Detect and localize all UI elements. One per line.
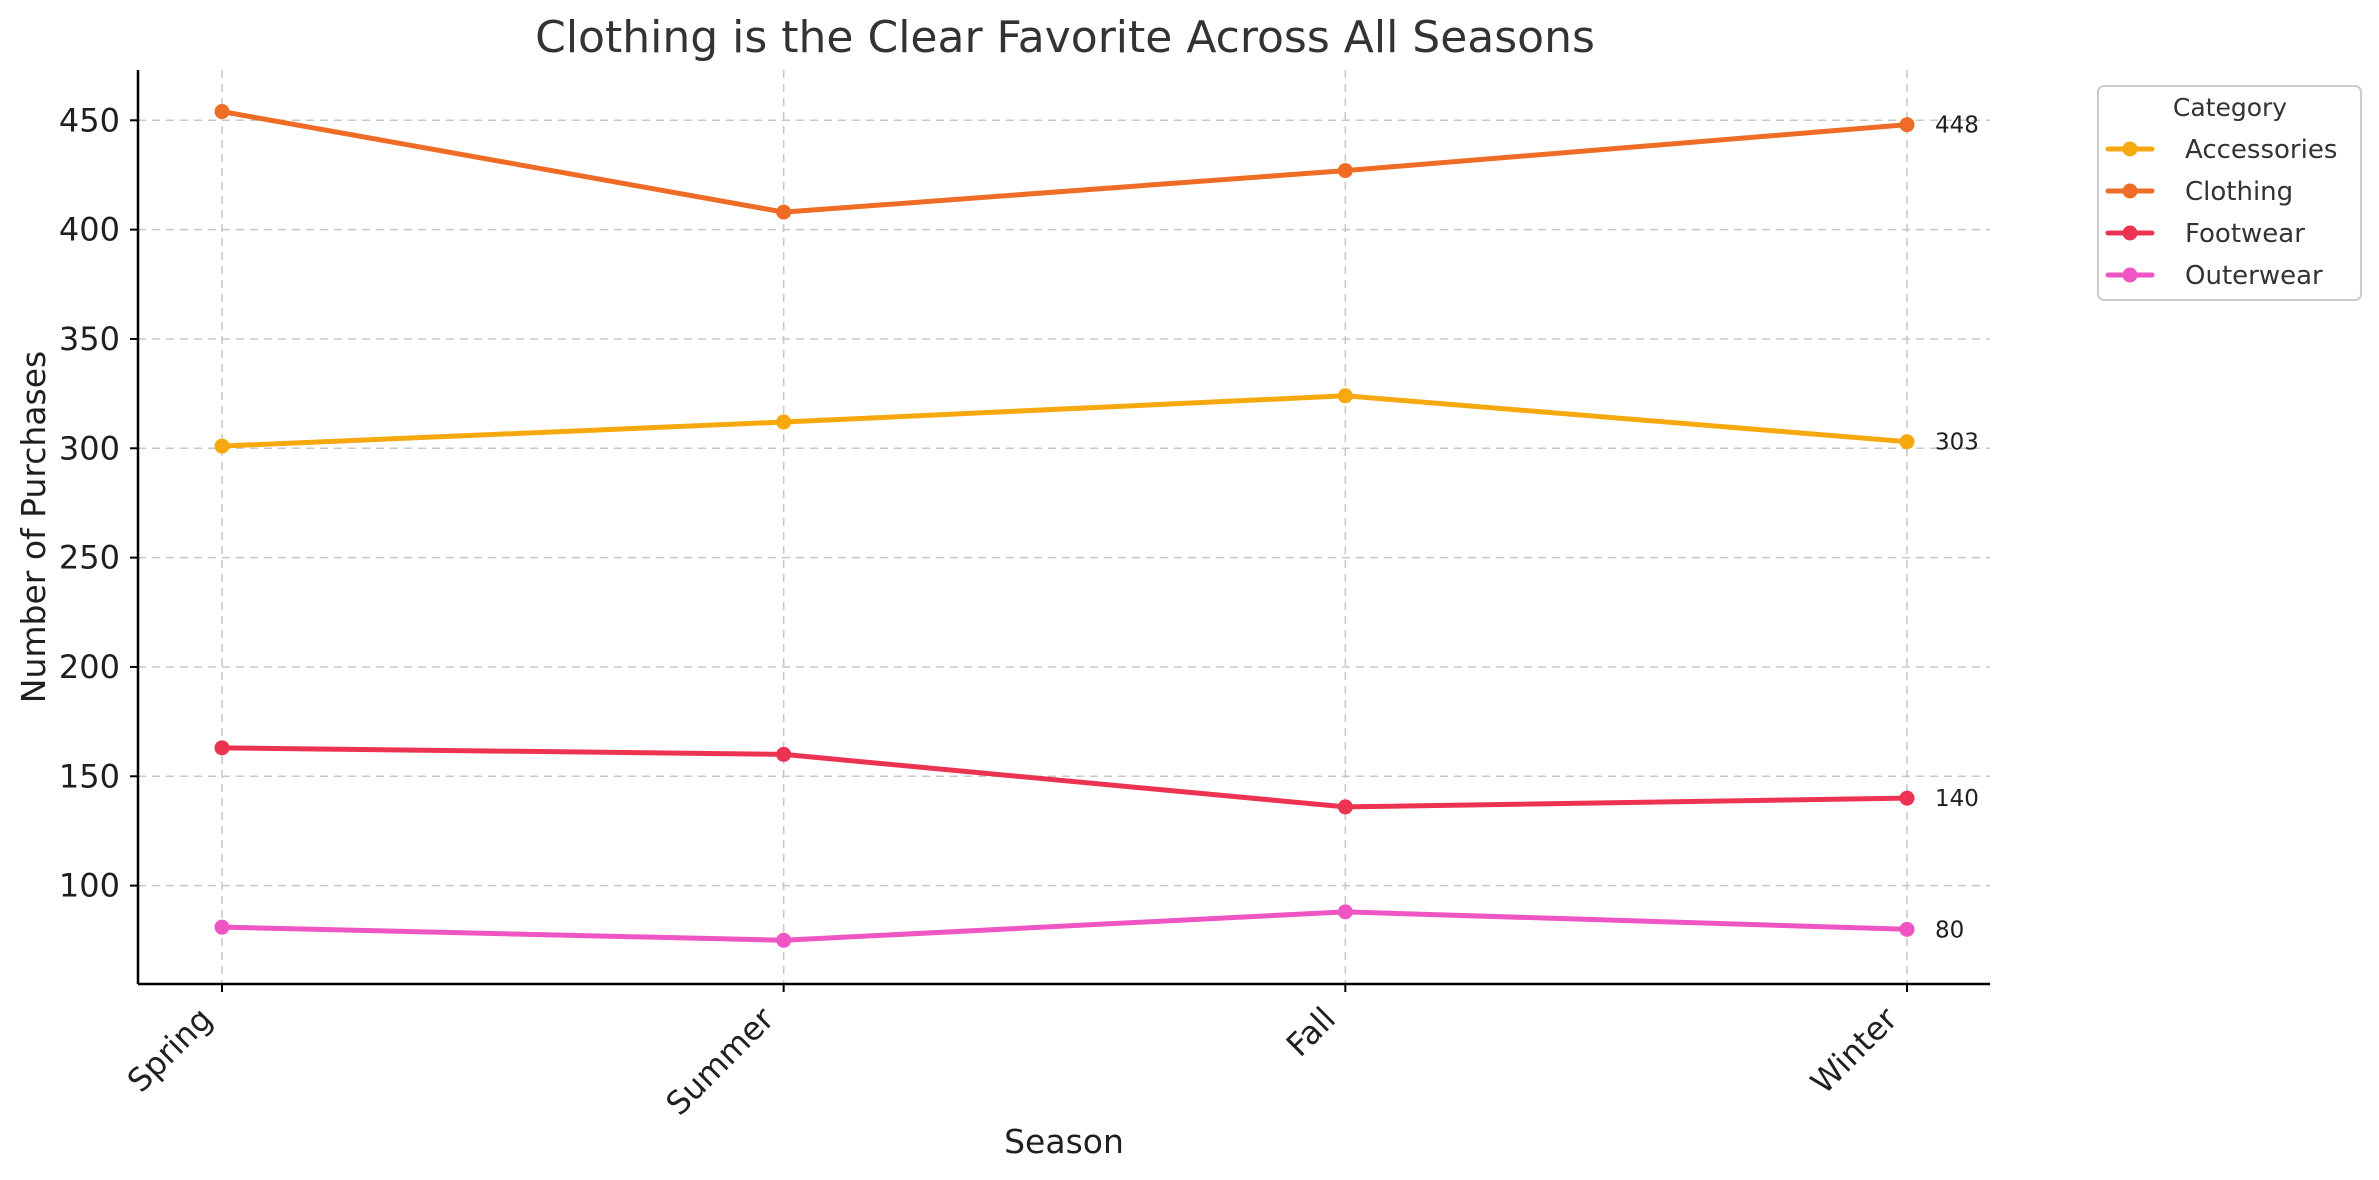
point-footwear [214, 740, 230, 756]
y-tick-label: 250 [59, 539, 120, 577]
chart-title: Clothing is the Clear Favorite Across Al… [535, 12, 1595, 63]
legend-label: Clothing [2185, 177, 2293, 207]
y-tick-label: 350 [59, 320, 120, 358]
series-accessories: 303 [214, 388, 1979, 456]
end-label-clothing: 448 [1935, 113, 1979, 139]
point-outerwear [214, 919, 230, 935]
series-clothing: 448 [214, 104, 1979, 220]
y-tick-label: 300 [59, 429, 120, 467]
series-outerwear: 80 [214, 904, 1964, 948]
point-accessories [1337, 388, 1353, 404]
line-outerwear [219, 909, 1910, 943]
legend-item-footwear: Footwear [2105, 219, 2305, 249]
x-tick-label: Summer [658, 999, 781, 1122]
legend-items: Accessories Clothing Footwear Outerwear [2105, 135, 2337, 291]
tick-layer: 100 150 200 250 300 350 400 450 Spring Summer Fall… [59, 101, 1908, 1123]
point-clothing [214, 104, 230, 120]
legend: Category Accessories Clothing Footwear Oute… [2097, 85, 2362, 301]
legend-item-clothing: Clothing [2105, 177, 2293, 207]
legend-item-outerwear: Outerwear [2105, 261, 2323, 291]
point-footwear [1899, 790, 1915, 806]
y-tick-label: 450 [59, 101, 120, 139]
point-outerwear [1337, 904, 1353, 920]
x-tick-label: Winter [1803, 999, 1905, 1101]
y-tick-label: 100 [59, 867, 120, 905]
series-footwear: 140 [214, 740, 1979, 815]
legend-marker [2122, 225, 2138, 241]
legend-title: Category [2173, 93, 2287, 122]
point-accessories [1899, 434, 1915, 450]
series-layer: 303 448 140 80 [214, 104, 1979, 948]
legend-marker [2122, 183, 2138, 199]
point-clothing [776, 204, 792, 220]
point-footwear [1337, 799, 1353, 815]
point-outerwear [1899, 921, 1915, 937]
legend-item-accessories: Accessories [2105, 135, 2337, 165]
y-axis-title: Number of Purchases [14, 351, 53, 703]
legend-marker [2122, 141, 2138, 157]
grid-layer [138, 70, 1990, 984]
legend-label: Outerwear [2185, 261, 2323, 291]
y-tick-label: 150 [59, 757, 120, 795]
line-clothing [219, 109, 1910, 215]
end-label-accessories: 303 [1935, 430, 1979, 456]
axes-layer [136, 70, 1990, 986]
point-accessories [214, 438, 230, 454]
x-tick-label: Spring [120, 1000, 220, 1100]
legend-marker [2122, 267, 2138, 283]
y-tick-label: 200 [59, 648, 120, 686]
point-footwear [776, 746, 792, 762]
y-tick-label: 400 [59, 211, 120, 249]
legend-label: Footwear [2185, 219, 2305, 249]
end-label-outerwear: 80 [1935, 917, 1964, 943]
line-accessories [219, 393, 1910, 449]
legend-frame [2097, 85, 2362, 301]
legend-label: Accessories [2185, 135, 2337, 165]
end-label-footwear: 140 [1935, 786, 1979, 812]
x-tick-label: Fall [1279, 1000, 1343, 1064]
point-clothing [1899, 117, 1915, 133]
line-footwear [219, 745, 1910, 810]
point-clothing [1337, 163, 1353, 179]
x-axis-title: Season [1004, 1122, 1124, 1161]
point-accessories [776, 414, 792, 430]
point-outerwear [776, 932, 792, 948]
